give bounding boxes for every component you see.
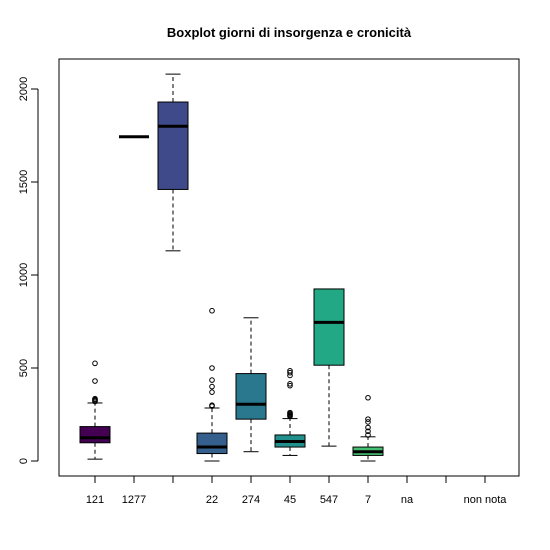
outlier-point <box>209 402 215 409</box>
outlier-point <box>287 381 293 387</box>
x-tick-label: 45 <box>284 494 296 506</box>
outlier-point <box>92 395 98 402</box>
box <box>79 426 111 444</box>
y-tick-label: 500 <box>18 359 30 377</box>
outlier-point <box>365 416 371 422</box>
x-tick-label: 547 <box>320 494 338 506</box>
outlier-point <box>365 428 371 435</box>
outlier-point <box>287 409 293 416</box>
y-tick-label: 1500 <box>18 170 30 194</box>
x-tick-label: 274 <box>242 494 260 506</box>
outlier-point <box>209 307 215 314</box>
y-tick-label: 1000 <box>18 263 30 287</box>
y-tick-label: 0 <box>18 458 30 464</box>
outlier-point <box>92 378 98 384</box>
box <box>196 432 228 455</box>
outlier-point <box>287 369 293 376</box>
y-tick-label: 2000 <box>18 77 30 101</box>
outlier-point <box>365 432 371 438</box>
box <box>313 288 345 366</box>
outlier-point <box>287 367 293 374</box>
x-tick-label: non nota <box>464 494 508 506</box>
chart-title: Boxplot giorni di insorgenza e cronicità <box>167 25 412 40</box>
x-tick-label: 22 <box>206 494 218 506</box>
plot-area: 0 500 1000 1500 2000 121 1277 22 274 45 547 7 na non … <box>18 58 520 506</box>
outlier-point <box>209 377 215 383</box>
outlier-point <box>92 360 98 367</box>
outlier-point <box>365 394 371 401</box>
outlier-point <box>209 365 215 371</box>
box <box>235 373 267 420</box>
outlier-point <box>209 383 215 390</box>
outlier-point <box>209 389 215 395</box>
box <box>157 101 189 190</box>
x-tick-label: 1277 <box>122 494 146 506</box>
x-tick-label: 121 <box>86 494 104 506</box>
x-tick-label: na <box>401 494 414 506</box>
outlier-point <box>365 424 371 431</box>
outlier-point <box>287 382 293 389</box>
outlier-point <box>365 419 371 425</box>
x-tick-label: 7 <box>365 494 371 506</box>
